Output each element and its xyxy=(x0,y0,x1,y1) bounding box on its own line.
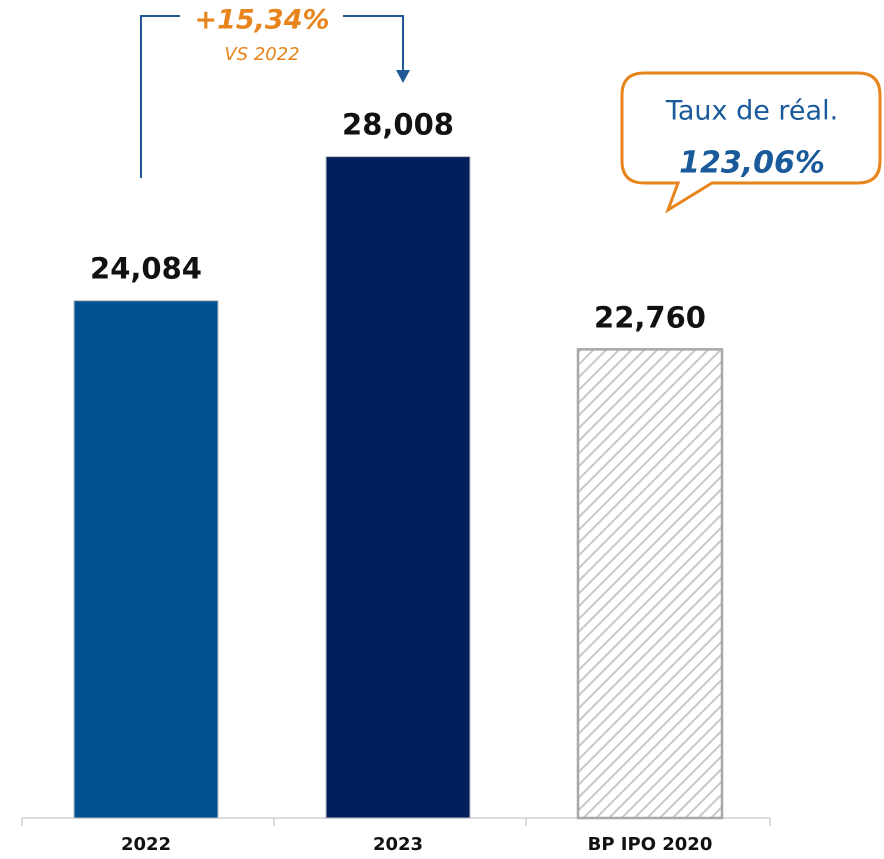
growth-note: VS 2022 xyxy=(224,44,299,65)
x-tick-label: BP IPO 2020 xyxy=(588,834,713,855)
bar xyxy=(325,156,471,819)
callout xyxy=(620,71,882,214)
bar xyxy=(576,348,724,820)
value-label: 24,084 xyxy=(90,252,202,286)
growth-bracket xyxy=(140,15,410,178)
bar xyxy=(73,300,219,819)
value-label: 28,008 xyxy=(342,108,454,142)
callout-title: Taux de réal. xyxy=(665,96,838,127)
callout-value: 123,06% xyxy=(679,146,825,181)
value-label: 22,760 xyxy=(594,300,706,334)
x-tick-label: 2023 xyxy=(373,834,423,855)
growth-label: +15,34% xyxy=(194,5,329,36)
x-tick-label: 2022 xyxy=(121,834,171,855)
